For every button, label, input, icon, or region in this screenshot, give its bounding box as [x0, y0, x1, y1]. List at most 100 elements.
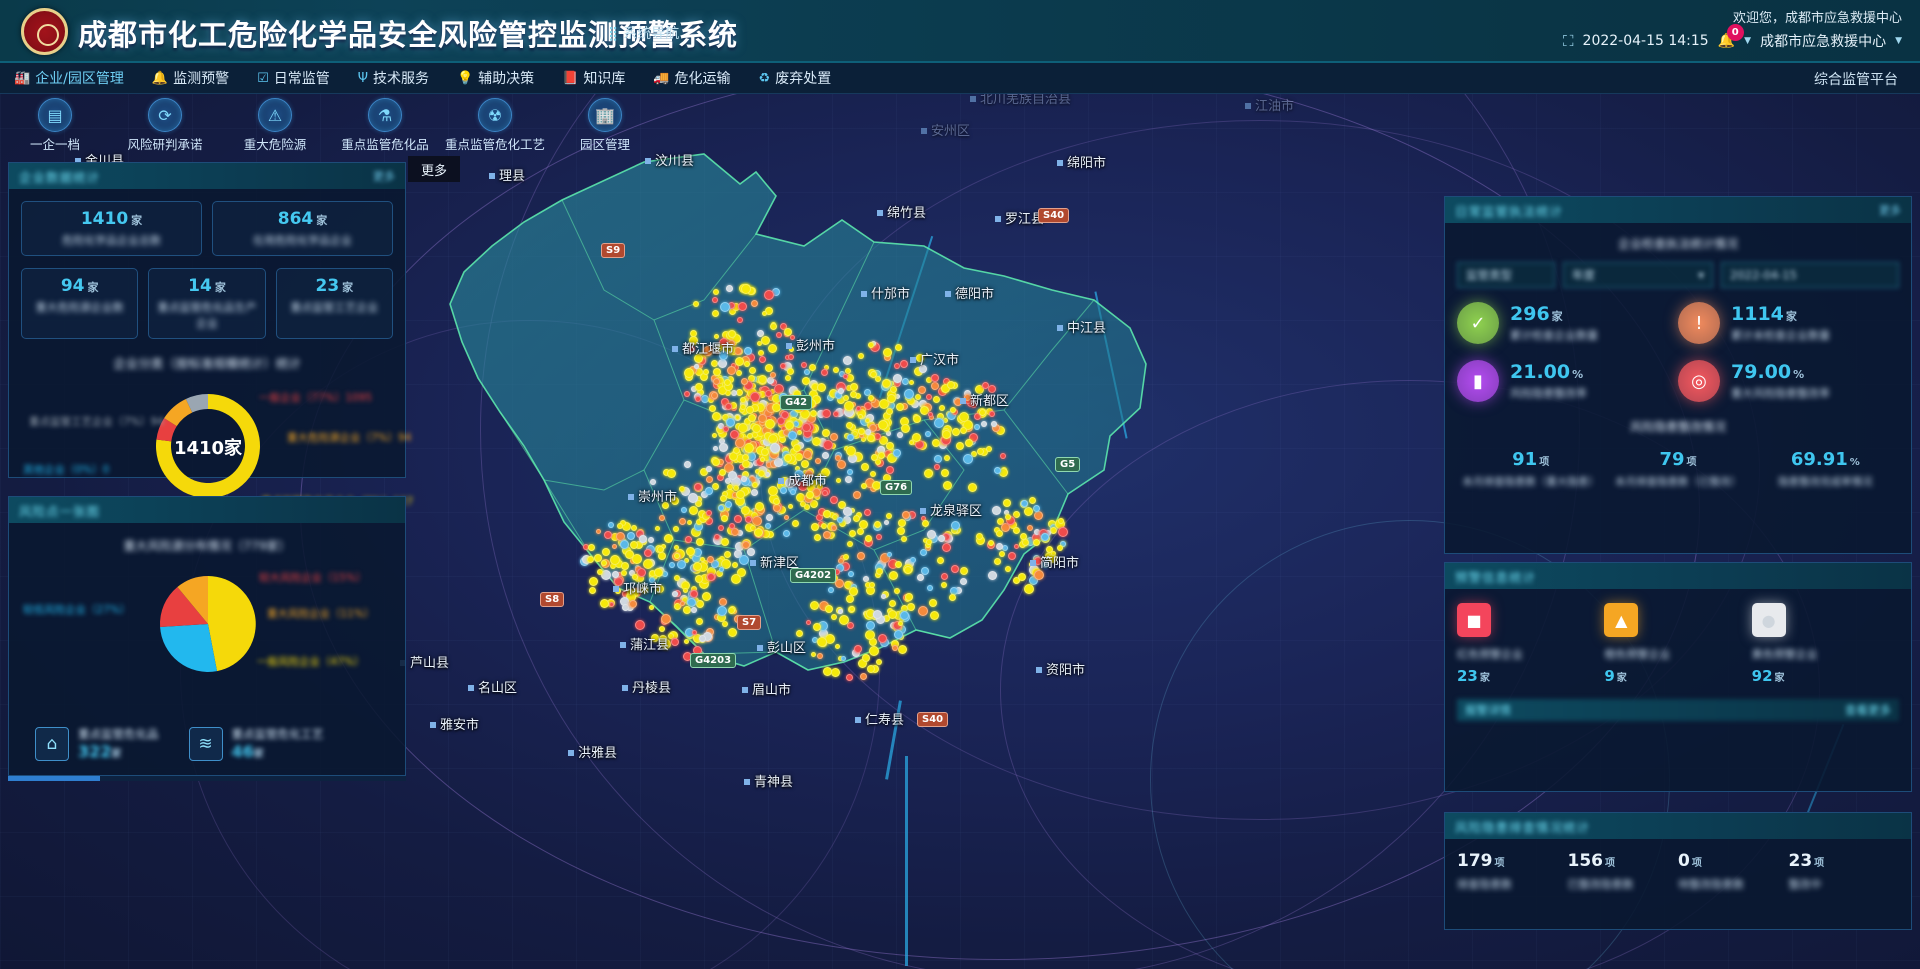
- enterprise-marker[interactable]: [822, 490, 828, 496]
- enterprise-marker[interactable]: [876, 568, 883, 575]
- enterprise-marker[interactable]: [719, 469, 726, 476]
- enterprise-marker[interactable]: [927, 585, 933, 591]
- enterprise-marker[interactable]: [746, 406, 754, 414]
- enterprise-marker[interactable]: [681, 507, 687, 513]
- enterprise-marker[interactable]: [739, 555, 749, 565]
- menu-item-0[interactable]: 🏭 企业/园区管理: [0, 63, 138, 94]
- enterprise-marker[interactable]: [866, 621, 875, 630]
- enterprise-marker[interactable]: [811, 652, 816, 657]
- enterprise-marker[interactable]: [659, 515, 665, 521]
- enterprise-marker[interactable]: [721, 515, 728, 522]
- enterprise-marker[interactable]: [588, 544, 595, 551]
- enterprise-marker[interactable]: [600, 599, 609, 608]
- enterprise-marker[interactable]: [641, 586, 648, 593]
- enterprise-marker[interactable]: [787, 368, 794, 375]
- enterprise-marker[interactable]: [765, 390, 772, 397]
- enterprise-marker[interactable]: [725, 403, 732, 410]
- enterprise-marker[interactable]: [938, 535, 945, 542]
- enterprise-marker[interactable]: [1051, 551, 1056, 556]
- enterprise-marker[interactable]: [728, 330, 736, 338]
- enterprise-marker[interactable]: [790, 489, 796, 495]
- notification-bell-icon[interactable]: 🔔 0: [1718, 24, 1744, 49]
- enterprise-marker[interactable]: [706, 510, 712, 516]
- enterprise-marker[interactable]: [733, 447, 740, 454]
- more-button[interactable]: 更多: [408, 156, 460, 182]
- period-select[interactable]: 年度 ▾: [1563, 262, 1713, 288]
- enterprise-marker[interactable]: [587, 556, 594, 563]
- enterprise-marker[interactable]: [886, 442, 894, 450]
- enterprise-marker[interactable]: [861, 483, 867, 489]
- date-input[interactable]: 2022-04-15: [1721, 262, 1899, 288]
- enterprise-marker[interactable]: [785, 421, 794, 430]
- enterprise-marker[interactable]: [761, 448, 769, 456]
- enterprise-marker[interactable]: [602, 548, 610, 556]
- enterprise-marker[interactable]: [931, 374, 939, 382]
- enterprise-marker[interactable]: [657, 546, 664, 553]
- alarm-card-2[interactable]: ● 黄色预警企业 92 家: [1751, 603, 1899, 685]
- enterprise-marker[interactable]: [781, 411, 789, 419]
- stat-card[interactable]: 94 家 重大危险源企业数: [21, 268, 139, 339]
- enterprise-marker[interactable]: [875, 459, 881, 465]
- enterprise-marker[interactable]: [713, 446, 718, 451]
- enterprise-marker[interactable]: [912, 433, 921, 442]
- enterprise-marker[interactable]: [589, 577, 598, 586]
- enterprise-marker[interactable]: [846, 674, 853, 681]
- enterprise-marker[interactable]: [898, 519, 906, 527]
- enterprise-marker[interactable]: [944, 455, 950, 461]
- enterprise-marker[interactable]: [705, 487, 713, 495]
- enterprise-marker[interactable]: [806, 491, 814, 499]
- enterprise-marker[interactable]: [920, 549, 927, 556]
- enterprise-marker[interactable]: [719, 443, 728, 452]
- enterprise-marker[interactable]: [783, 530, 790, 537]
- enterprise-marker[interactable]: [849, 587, 858, 596]
- enterprise-marker[interactable]: [741, 476, 747, 482]
- enterprise-marker[interactable]: [960, 567, 968, 575]
- enterprise-marker[interactable]: [833, 367, 839, 373]
- enterprise-marker[interactable]: [720, 302, 730, 312]
- enterprise-marker[interactable]: [692, 630, 697, 635]
- enterprise-marker[interactable]: [629, 600, 637, 608]
- enterprise-marker[interactable]: [1005, 514, 1011, 520]
- enterprise-marker[interactable]: [869, 582, 875, 588]
- enterprise-marker[interactable]: [963, 420, 973, 430]
- enterprise-marker[interactable]: [724, 345, 733, 354]
- enterprise-marker[interactable]: [797, 430, 802, 435]
- enterprise-marker[interactable]: [735, 415, 740, 420]
- enterprise-marker[interactable]: [695, 396, 701, 402]
- enterprise-marker[interactable]: [729, 523, 735, 529]
- enterprise-marker[interactable]: [833, 411, 839, 417]
- enterprise-marker[interactable]: [766, 514, 773, 521]
- risk-pie-chart[interactable]: 一般风险企业（47%） 较低风险企业（27%） 较大风险企业（15%） 重大风险企业（…: [9, 554, 405, 694]
- enterprise-marker[interactable]: [941, 573, 948, 580]
- enterprise-marker[interactable]: [780, 323, 787, 330]
- enterprise-marker[interactable]: [601, 570, 611, 580]
- enterprise-marker[interactable]: [846, 422, 853, 429]
- enterprise-marker[interactable]: [942, 430, 951, 439]
- alarm-card-0[interactable]: ■ 红色预警企业 23 家: [1457, 603, 1604, 685]
- platform-switch-label[interactable]: 综合监管平台: [1814, 72, 1898, 88]
- enterprise-marker[interactable]: [744, 347, 752, 355]
- enterprise-marker[interactable]: [774, 458, 783, 467]
- enterprise-marker[interactable]: [853, 515, 860, 522]
- menu-item-3[interactable]: Ψ 技术服务: [344, 63, 443, 94]
- enterprise-marker[interactable]: [758, 375, 767, 384]
- menu-item-5[interactable]: 📕 知识库: [548, 63, 639, 94]
- enterprise-marker[interactable]: [862, 654, 870, 662]
- enterprise-marker[interactable]: [644, 549, 652, 557]
- enterprise-marker[interactable]: [722, 621, 728, 627]
- enterprise-marker[interactable]: [659, 635, 667, 643]
- enterprise-marker[interactable]: [696, 600, 704, 608]
- enterprise-marker[interactable]: [712, 297, 718, 303]
- enterprise-marker[interactable]: [792, 520, 799, 527]
- alarm-detail-more[interactable]: 查看更多: [1845, 703, 1891, 717]
- enterprise-marker[interactable]: [712, 310, 719, 317]
- enterprise-marker[interactable]: [853, 491, 861, 499]
- enterprise-marker[interactable]: [671, 497, 679, 505]
- enterprise-marker[interactable]: [793, 444, 801, 452]
- stat-card[interactable]: 864 家 在用危险化学品企业: [212, 201, 393, 256]
- enterprise-marker[interactable]: [889, 600, 896, 607]
- enterprise-marker[interactable]: [794, 470, 804, 480]
- enterprise-marker[interactable]: [785, 478, 795, 488]
- enterprise-marker[interactable]: [1027, 525, 1033, 531]
- enterprise-marker[interactable]: [847, 469, 853, 475]
